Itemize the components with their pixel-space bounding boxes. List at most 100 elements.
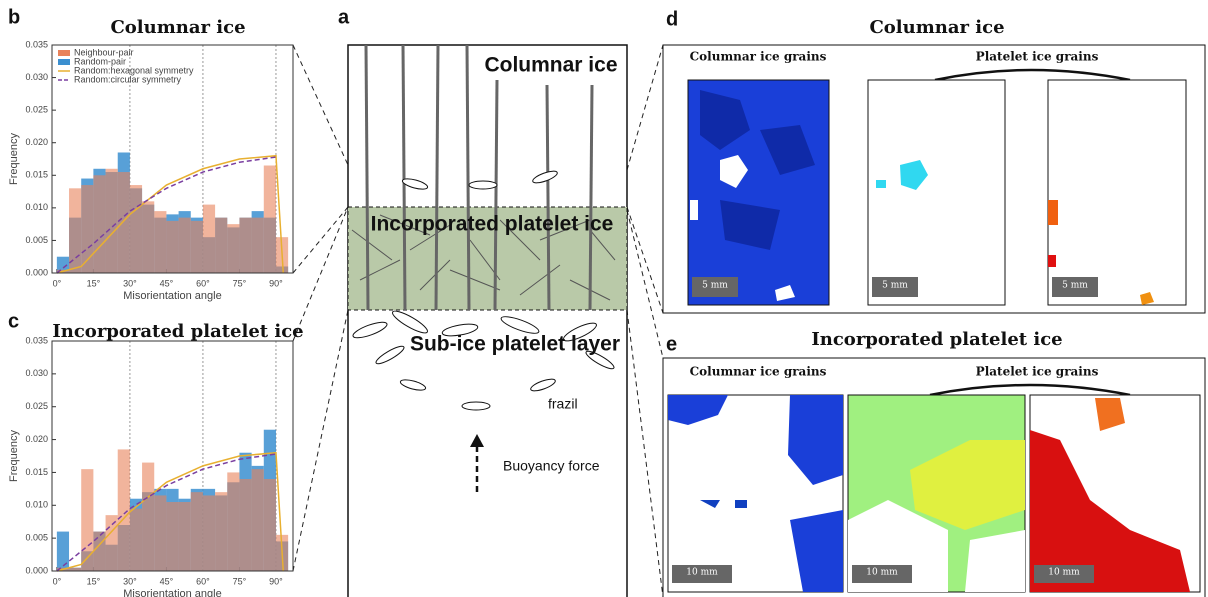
connectors [292, 44, 664, 597]
y-tick-label: 0.010 [25, 202, 48, 212]
x-tick-label: 75° [233, 576, 247, 586]
y-axis-label: Frequency [8, 133, 20, 185]
bar [251, 469, 264, 571]
bar [215, 492, 228, 571]
y-tick-label: 0.030 [25, 72, 48, 82]
x-tick-label: 0° [53, 576, 62, 586]
x-tick-label: 30° [123, 278, 137, 288]
bar [117, 172, 130, 273]
bar [129, 185, 143, 273]
bar [142, 462, 155, 571]
y-tick-label: 0.005 [25, 533, 48, 543]
bar [166, 220, 179, 273]
curve [56, 451, 285, 572]
bar [154, 211, 167, 273]
bar [81, 469, 94, 571]
x-tick-label: 60° [196, 576, 210, 586]
bar [202, 204, 216, 273]
legend-label: Random-pair [74, 56, 126, 66]
layer-label: Incorporated platelet ice [371, 213, 614, 236]
x-tick-label: 0° [53, 278, 62, 288]
x-tick-label: 75° [233, 278, 247, 288]
panel-label: d [666, 8, 678, 30]
x-tick-label: 15° [87, 576, 101, 586]
legend-label: Random:hexagonal symmetry [74, 65, 194, 75]
bar [93, 175, 106, 273]
plot-frame [51, 44, 294, 274]
bar [129, 508, 143, 571]
y-tick-label: 0.010 [25, 500, 48, 510]
x-tick-label: 45° [160, 278, 174, 288]
group-label: Columnar ice grains [690, 365, 827, 379]
bar [227, 224, 240, 273]
y-tick-label: 0.000 [25, 267, 48, 277]
y-tick-label: 0.035 [25, 335, 48, 345]
chart-title: Columnar ice [110, 17, 245, 38]
curve [56, 156, 277, 274]
y-tick-label: 0.020 [25, 137, 48, 147]
group-label: Platelet ice grains [976, 50, 1099, 64]
bar [105, 515, 118, 571]
x-tick-label: 45° [160, 576, 174, 586]
histogram: b Columnar ice 0.000 0.005 0.010 0.015 0.020 0.… [8, 6, 294, 302]
y-tick-label: 0.025 [25, 105, 48, 115]
bar [239, 217, 252, 273]
scale-label: 10 mm [866, 568, 898, 578]
panel-title: Incorporated platelet ice [811, 329, 1062, 350]
histogram: c Incorporated platelet ice 0.000 0.005 0.01… [8, 310, 304, 597]
bar [166, 502, 179, 571]
frazil-label: frazil [548, 396, 578, 412]
chart-title: Incorporated platelet ice [52, 321, 303, 342]
curve [56, 453, 277, 572]
curve [56, 154, 285, 274]
bar [263, 479, 276, 571]
panel-e: e Incorporated platelet ice Columnar ice… [662, 329, 1206, 597]
scale-label: 5 mm [1062, 281, 1088, 291]
panel-label: a [338, 6, 350, 28]
bar [69, 188, 82, 273]
x-tick-label: 90° [269, 576, 283, 586]
legend-label: Neighbour-pair [74, 47, 134, 57]
layer-label: Columnar ice [484, 54, 617, 77]
y-tick-label: 0.015 [25, 467, 48, 477]
group-label: Platelet ice grains [976, 365, 1099, 379]
bar [227, 472, 240, 571]
bar [190, 220, 203, 273]
bar [178, 502, 191, 571]
bar [56, 531, 70, 571]
x-tick-label: 15° [87, 278, 101, 288]
y-tick-label: 0.025 [25, 401, 48, 411]
bar [215, 217, 228, 273]
scale-label: 10 mm [686, 568, 718, 578]
x-tick-label: 60° [196, 278, 210, 288]
scale-label: 5 mm [702, 281, 728, 291]
panel-label: e [666, 333, 677, 355]
bar [105, 168, 118, 273]
force-label: Buoyancy force [503, 458, 600, 474]
x-tick-label: 90° [269, 278, 283, 288]
bar [142, 201, 155, 273]
y-tick-label: 0.030 [25, 368, 48, 378]
y-axis-label: Frequency [8, 430, 20, 482]
layer-label: Sub-ice platelet layer [410, 333, 620, 356]
y-tick-label: 0.005 [25, 235, 48, 245]
bar [202, 495, 216, 571]
bar [251, 217, 264, 273]
diagram: a Columnar ice Incorporated platelet ice… [338, 6, 628, 597]
panel-label: c [8, 310, 19, 332]
legend-swatch [58, 59, 70, 65]
scale-label: 10 mm [1048, 568, 1080, 578]
bar [190, 492, 203, 571]
bar [93, 531, 106, 571]
bar [69, 567, 82, 571]
legend-label: Random:circular symmetry [74, 74, 182, 84]
bar [117, 449, 130, 571]
bar [178, 217, 191, 273]
y-tick-label: 0.000 [25, 565, 48, 575]
y-tick-label: 0.015 [25, 170, 48, 180]
group-label: Columnar ice grains [690, 50, 827, 64]
x-tick-label: 30° [123, 576, 137, 586]
bar [263, 165, 276, 273]
panel-d: d Columnar ice Columnar ice grains Plate… [662, 8, 1206, 314]
